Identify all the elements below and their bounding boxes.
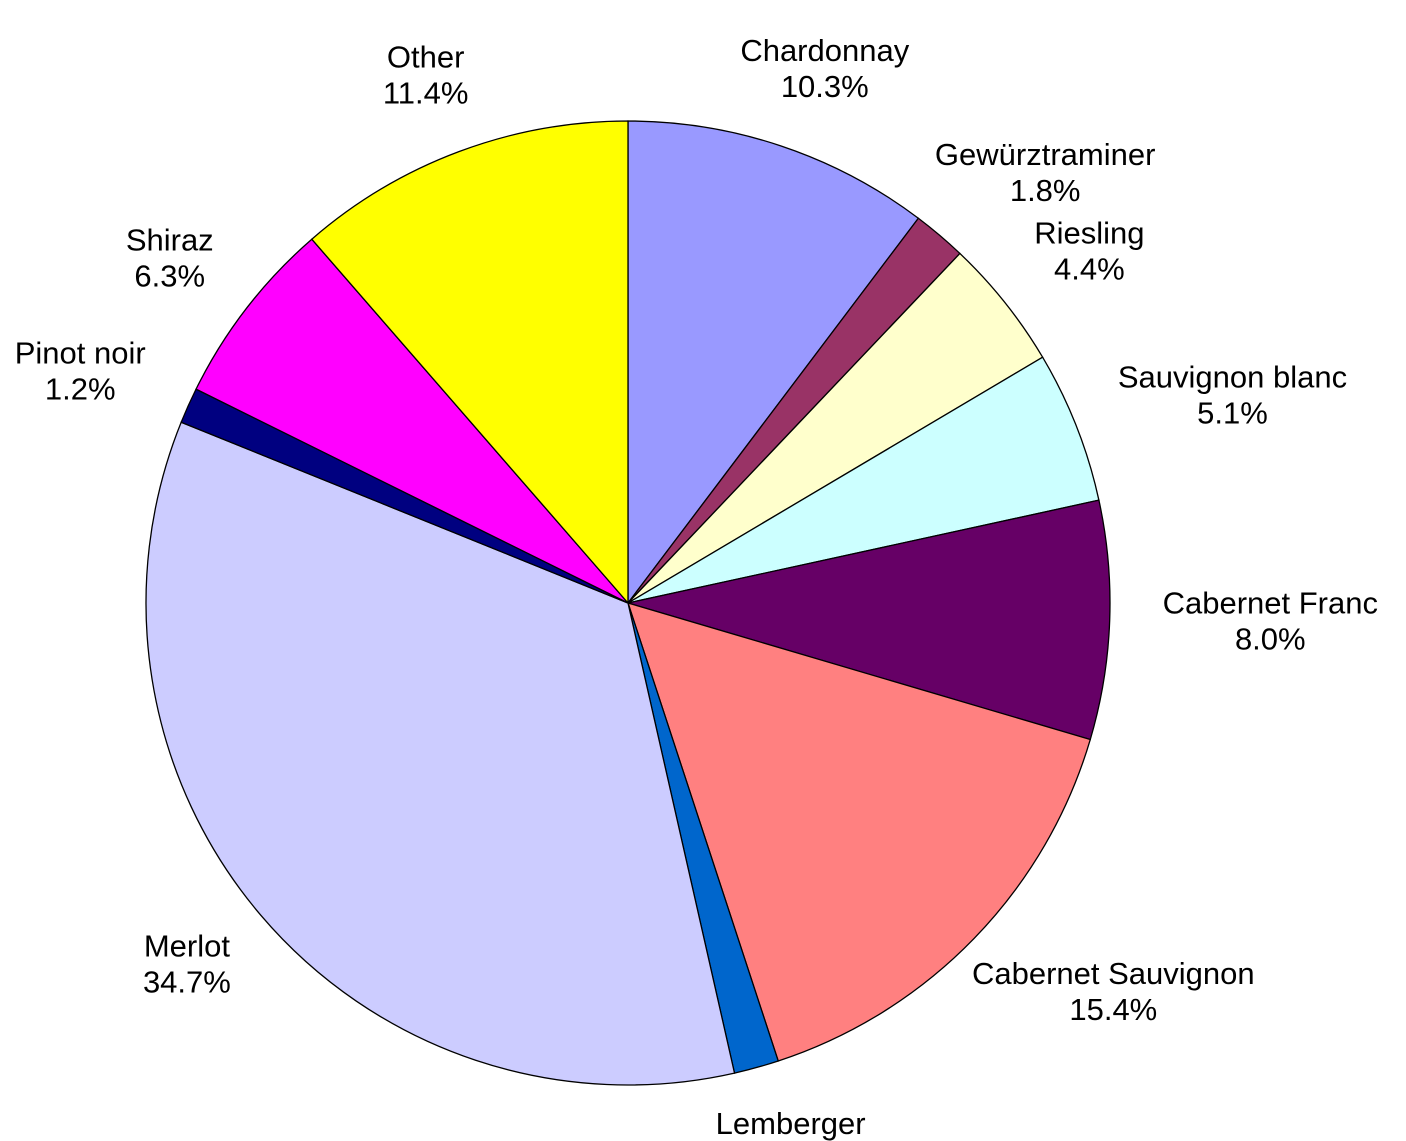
- slice-value-label: 6.3%: [134, 258, 205, 293]
- slice-value-label: 4.4%: [1054, 251, 1125, 286]
- slice-label: Pinot noir: [15, 335, 146, 370]
- slice-label: Cabernet Sauvignon: [972, 956, 1255, 991]
- slice-label: Merlot: [144, 929, 231, 964]
- slice-label: Chardonnay: [740, 33, 909, 68]
- slice-value-label: 34.7%: [143, 965, 231, 1000]
- pie-slice: [145, 421, 736, 1086]
- pie-slice: [627, 356, 1100, 604]
- pie-slice: [627, 120, 920, 605]
- slice-value-label: 11.4%: [383, 76, 469, 111]
- pie-slice: [195, 238, 629, 604]
- slice-label: Cabernet Franc: [1163, 585, 1378, 620]
- slice-label: Riesling: [1034, 215, 1144, 250]
- pie-slice: [310, 120, 629, 605]
- slice-label: Gewürztraminer: [935, 137, 1156, 172]
- slice-value-label: 8.0%: [1235, 621, 1306, 656]
- pie-slice: [626, 602, 1092, 1062]
- slice-label: Sauvignon blanc: [1118, 360, 1347, 395]
- slice-value-label: 10.3%: [781, 69, 869, 104]
- slice-label: Lemberger: [716, 1106, 866, 1141]
- slice-label: Shiraz: [126, 222, 214, 257]
- pie-slice: [627, 499, 1111, 741]
- slice-value-label: 1.2%: [45, 371, 116, 406]
- slice-value-label: 1.8%: [1010, 173, 1081, 208]
- slice-value-label: 5.1%: [1197, 396, 1268, 431]
- slice-value-label: 15.4%: [1069, 992, 1157, 1027]
- slice-label: Other: [387, 40, 465, 75]
